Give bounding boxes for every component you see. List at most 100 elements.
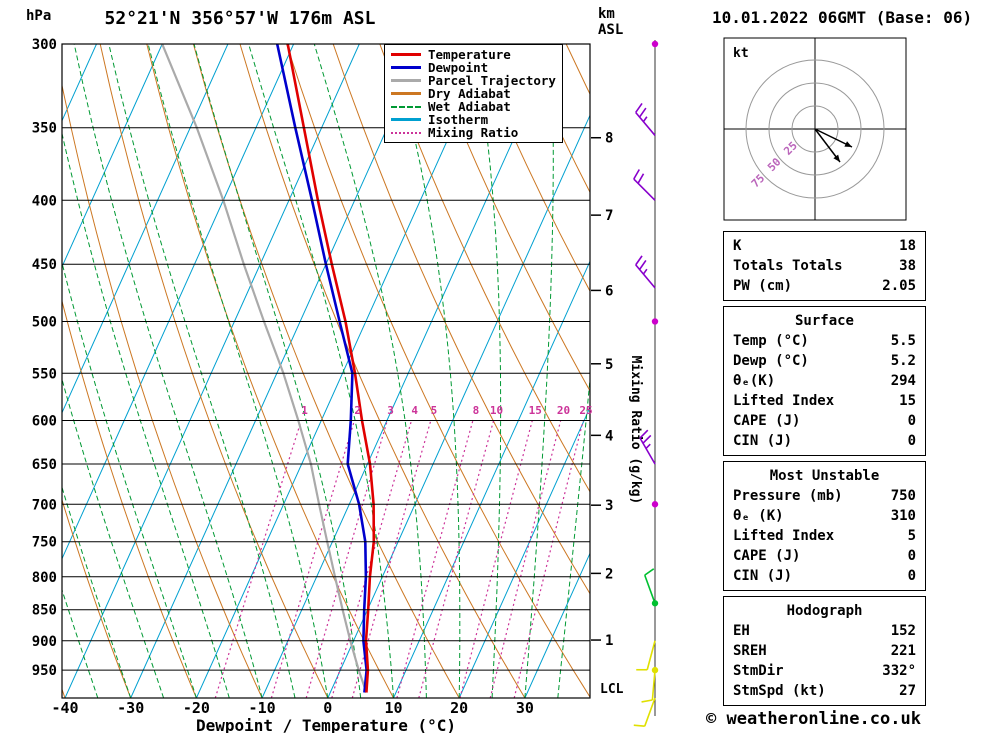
hodograph-ring: [768, 82, 862, 176]
mixing-ratio-value-label: 10: [490, 404, 503, 417]
table-title: Surface: [794, 313, 854, 329]
wind-level-dot: [651, 501, 659, 508]
pressure-tick-label: 300: [32, 37, 57, 53]
table-row-value: 294: [890, 373, 916, 389]
hodograph-ring: [791, 105, 839, 153]
mixing-ratio-value-label: 25: [579, 404, 592, 417]
legend-line-sample: [391, 79, 421, 82]
temperature-tick-label: -30: [117, 699, 144, 717]
table-row: CAPE (J) 0: [724, 546, 925, 566]
table-row-value: 0: [907, 413, 916, 429]
table-row-value: 27: [899, 683, 916, 699]
table-row-label: CIN (J): [733, 433, 793, 449]
wind-barbs-column: [633, 40, 659, 727]
km-tick-label: 1: [605, 633, 613, 649]
legend-item: Parcel Trajectory: [391, 74, 556, 87]
temperature-tick-label: -40: [51, 699, 78, 717]
hodograph-storm-arrow: [814, 128, 841, 163]
legend-line-sample: [391, 131, 421, 134]
table-row: Temp (°C) 5.5: [724, 331, 925, 351]
table-row-label: Pressure (mb): [733, 488, 843, 504]
legend-item-label: Temperature: [428, 47, 511, 62]
table-row-label: θₑ (K): [733, 508, 784, 524]
table-row-value: 332°: [882, 663, 916, 679]
table-row-value: 750: [890, 488, 916, 504]
table-row: θₑ(K) 294: [724, 371, 925, 391]
table-row-label: Dewp (°C): [733, 353, 809, 369]
stats-table: Most Unstable Pressure (mb) 750 θₑ (K) 310 Li…: [723, 461, 926, 591]
hodograph-unit-label: kt: [733, 46, 749, 61]
wind-barb: [643, 568, 656, 604]
mixing-ratio-value-label: 15: [529, 404, 542, 417]
pressure-tick-label: 450: [32, 257, 57, 273]
table-row-value: 5: [907, 528, 916, 544]
table-row-label: Totals Totals: [733, 258, 843, 274]
table-title: Most Unstable: [769, 468, 880, 484]
table-row-value: 18: [899, 238, 916, 254]
table-row-value: 38: [899, 258, 916, 274]
km-tick-label: 6: [605, 283, 613, 299]
mixing-ratio-value-label: 3: [387, 404, 394, 417]
wind-barb: [633, 697, 656, 727]
table-row: StmDir 332°: [724, 661, 925, 681]
wind-barb: [635, 102, 656, 136]
legend-item: Mixing Ratio: [391, 126, 556, 139]
station-title: 52°21'N 356°57'W 176m ASL: [104, 8, 376, 29]
pressure-tick-label: 750: [32, 535, 57, 551]
table-row-label: Lifted Index: [733, 393, 835, 409]
table-row-value: 15: [899, 393, 916, 409]
wind-barb: [633, 169, 656, 201]
temperature-tick-label: 20: [450, 699, 468, 717]
plot-border: [61, 43, 591, 699]
wind-barb: [641, 670, 656, 703]
wind-level-dot: [651, 40, 659, 48]
table-row-value: 0: [907, 433, 916, 449]
legend-item: Isotherm: [391, 113, 556, 126]
pressure-tick-label: 650: [32, 457, 57, 473]
table-row: CIN (J) 0: [724, 431, 925, 451]
altitude-unit-asl: ASL: [598, 22, 624, 38]
right-axis-title: Mixing Ratio (g/kg): [628, 356, 643, 505]
pressure-axis-unit: hPa: [26, 8, 52, 24]
temperature-tick-label: 10: [384, 699, 402, 717]
table-row: SREH 221: [724, 641, 925, 661]
table-row-label: SREH: [733, 643, 767, 659]
legend-line-sample: [391, 66, 421, 69]
temperature-tick-label: 0: [323, 699, 332, 717]
mixing-ratio-value-label: 4: [411, 404, 418, 417]
table-row-value: 152: [890, 623, 916, 639]
table-row-label: EH: [733, 623, 750, 639]
table-row: Dewp (°C) 5.2: [724, 351, 925, 371]
table-row: Pressure (mb) 750: [724, 486, 925, 506]
mixing-ratio-value-label: 8: [473, 404, 480, 417]
wind-level-dot: [651, 318, 659, 325]
legend-item: Dry Adiabat: [391, 87, 556, 100]
table-row-value: 310: [890, 508, 916, 524]
stats-tables: K 18 Totals Totals 38 PW (cm) 2.05 Surface Temp…: [723, 231, 926, 711]
table-row-value: 0: [907, 568, 916, 584]
copyright: © weatheronline.co.uk: [706, 709, 921, 729]
temperature-tick-label: 30: [516, 699, 534, 717]
table-row-value: 221: [890, 643, 916, 659]
table-row-value: 5.2: [890, 353, 916, 369]
temperature-tick-label: -20: [183, 699, 210, 717]
table-row: θₑ (K) 310: [724, 506, 925, 526]
table-row: CAPE (J) 0: [724, 411, 925, 431]
table-row-label: CAPE (J): [733, 548, 801, 564]
wind-barb: [639, 429, 656, 465]
pressure-tick-label: 550: [32, 366, 57, 382]
table-row-value: 2.05: [882, 278, 916, 294]
km-tick-label: 8: [605, 131, 613, 147]
table-row: StmSpd (kt) 27: [724, 681, 925, 701]
table-row-label: Temp (°C): [733, 333, 809, 349]
km-tick-label: 5: [605, 357, 613, 373]
lcl-label: LCL: [600, 682, 624, 697]
table-row-label: CIN (J): [733, 568, 793, 584]
temperature-tick-label: -10: [249, 699, 276, 717]
table-row: EH 152: [724, 621, 925, 641]
pressure-tick-label: 850: [32, 603, 57, 619]
table-row-label: Lifted Index: [733, 528, 835, 544]
